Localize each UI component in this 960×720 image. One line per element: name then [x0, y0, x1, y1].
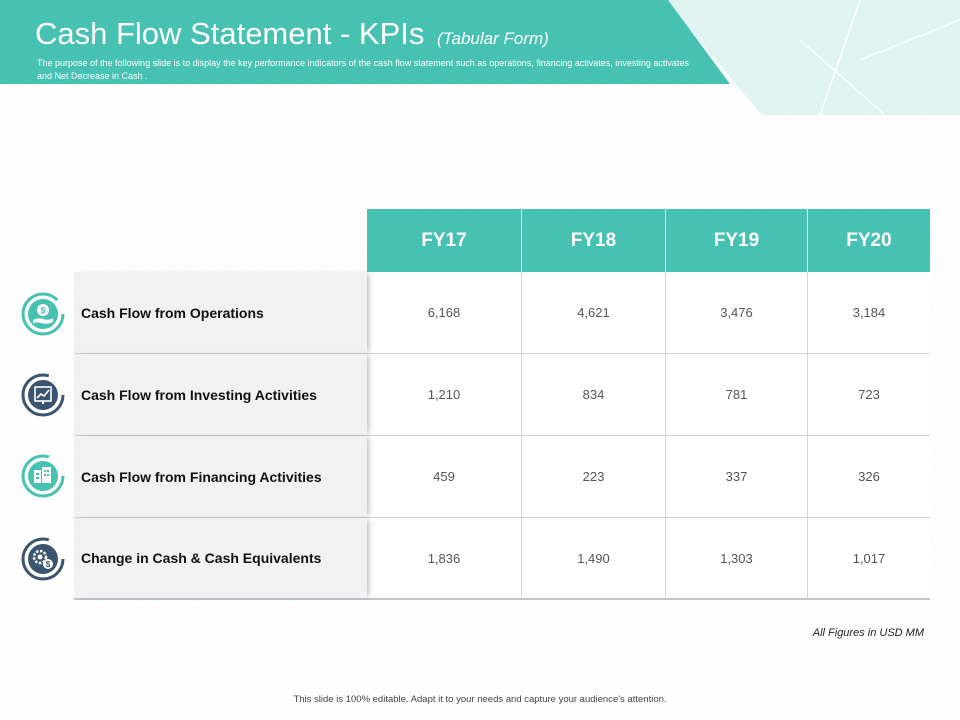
table-cell: 1,836: [367, 518, 522, 598]
table-cell: 1,303: [666, 518, 808, 598]
page-title: Cash Flow Statement - KPIs (Tabular Form…: [35, 16, 549, 52]
page-title-text: Cash Flow Statement - KPIs: [35, 16, 425, 51]
table-cell: 3,184: [808, 272, 930, 353]
column-header-fy19: FY19: [666, 209, 808, 272]
table-row: Cash Flow from Operations 6,168 4,621 3,…: [74, 272, 930, 354]
page-subtitle: The purpose of the following slide is to…: [37, 58, 689, 81]
table-cell: 834: [522, 354, 666, 435]
column-header-fy17: FY17: [367, 209, 522, 272]
investment-chart-icon: [20, 372, 66, 418]
table-cell: 459: [367, 436, 522, 517]
table-cell: 3,476: [666, 272, 808, 353]
table-row: Change in Cash & Cash Equivalents 1,836 …: [74, 518, 930, 600]
table-cell: 1,490: [522, 518, 666, 598]
footer-note: This slide is 100% editable. Adapt it to…: [293, 694, 667, 705]
financing-building-icon: [20, 453, 66, 499]
row-label: Cash Flow from Financing Activities: [74, 436, 367, 517]
table-cell: 326: [808, 436, 930, 517]
table-cell: 781: [666, 354, 808, 435]
svg-text:$: $: [40, 306, 45, 316]
page-title-suffix: (Tabular Form): [437, 29, 549, 48]
table-cell: 223: [522, 436, 666, 517]
table-cell: 1,210: [367, 354, 522, 435]
table-header-row: FY17 FY18 FY19 FY20: [367, 209, 930, 272]
svg-text:$: $: [46, 560, 51, 569]
table-cell: 723: [808, 354, 930, 435]
table-row: Cash Flow from Financing Activities 459 …: [74, 436, 930, 518]
table-row: Cash Flow from Investing Activities 1,21…: [74, 354, 930, 436]
row-label: Cash Flow from Investing Activities: [74, 354, 367, 435]
table-cell: 1,017: [808, 518, 930, 598]
table-cell: 337: [666, 436, 808, 517]
units-footnote: All Figures in USD MM: [812, 627, 924, 639]
row-label: Change in Cash & Cash Equivalents: [74, 518, 367, 598]
row-label: Cash Flow from Operations: [74, 272, 367, 353]
table-cell: 6,168: [367, 272, 522, 353]
column-header-fy18: FY18: [522, 209, 666, 272]
money-hand-icon: $: [20, 291, 66, 337]
column-header-fy20: FY20: [808, 209, 930, 272]
gear-dollar-icon: $: [20, 536, 66, 582]
table-cell: 4,621: [522, 272, 666, 353]
